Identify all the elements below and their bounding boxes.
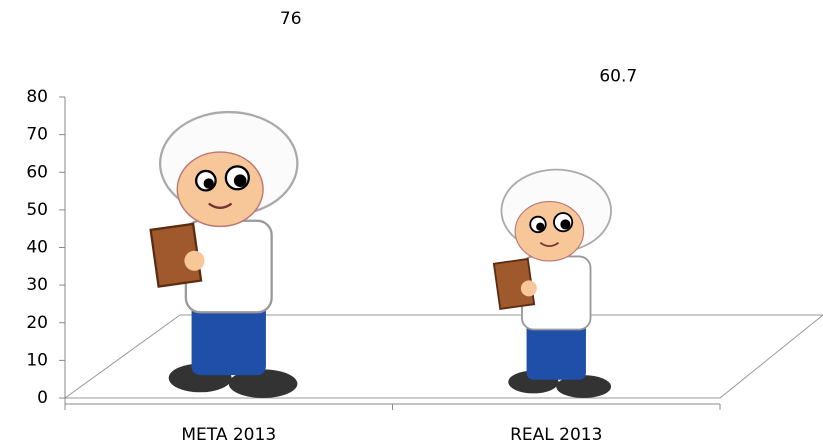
pupil (203, 178, 214, 189)
y-tick-label: 80 (26, 87, 48, 107)
y-tick-label: 50 (26, 200, 48, 220)
pupil (233, 174, 247, 187)
y-tick-label: 40 (26, 238, 48, 258)
y-tick-label: 10 (26, 350, 48, 370)
value-label: 60.7 (599, 67, 637, 87)
x-tick-label: META 2013 (181, 425, 276, 445)
face (514, 201, 585, 262)
y-tick-label: 70 (26, 125, 48, 145)
x-tick-label: REAL 2013 (510, 425, 602, 445)
floor (63, 314, 823, 399)
face (176, 151, 264, 228)
y-tick-label: 0 (37, 388, 48, 408)
y-tick-label: 60 (26, 162, 48, 182)
mouth (208, 202, 233, 209)
pants (526, 315, 586, 380)
pupil (536, 222, 545, 231)
pants (191, 295, 266, 376)
value-label: 76 (280, 9, 302, 29)
hand (520, 280, 537, 297)
hand (184, 250, 205, 271)
pupil (560, 219, 571, 230)
pictogram (149, 110, 299, 398)
mouth (539, 241, 560, 248)
y-tick-label: 30 (26, 275, 48, 295)
pictogram (492, 168, 612, 398)
shoe (556, 375, 612, 398)
y-tick-label: 20 (26, 313, 48, 333)
shoe (228, 369, 298, 398)
